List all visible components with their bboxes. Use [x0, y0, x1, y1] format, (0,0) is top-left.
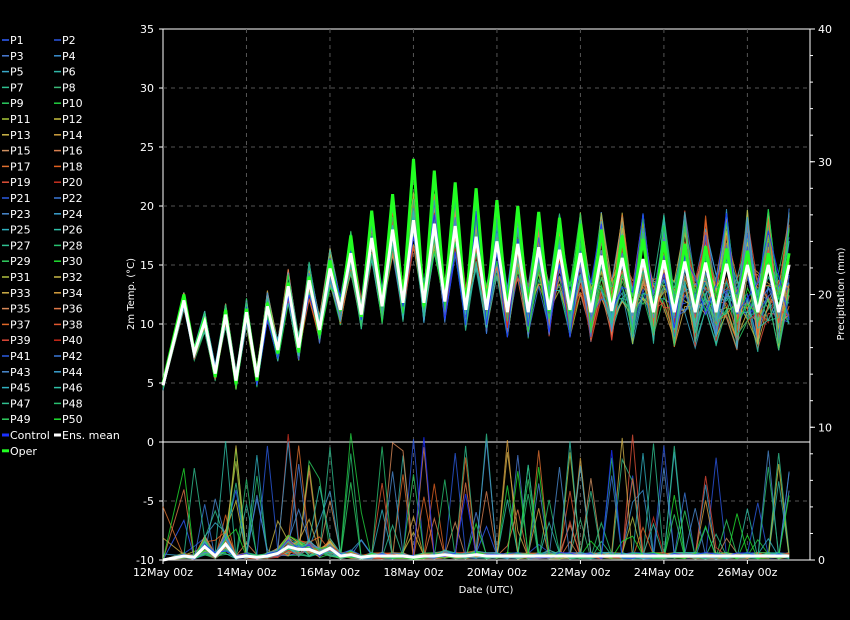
x-tick-label: 26May 00z [717, 566, 777, 579]
legend-item: P19 [10, 176, 31, 189]
legend-item: P14 [62, 129, 83, 142]
member-temp-line [162, 200, 790, 381]
y-right-tick-label: 30 [818, 156, 832, 169]
y-left-tick-label: 0 [147, 436, 154, 449]
legend-item: P30 [62, 255, 83, 268]
legend-item: P49 [10, 413, 31, 426]
y-left-tick-label: 30 [140, 82, 154, 95]
legend-item: P46 [62, 382, 83, 395]
legend-item: P22 [62, 192, 83, 205]
legend-item: P24 [62, 208, 83, 221]
legend-item: P33 [10, 287, 31, 300]
legend-item: P9 [10, 97, 24, 110]
y-right-label: Precipitation (mm) [836, 247, 847, 340]
legend-item: P36 [62, 303, 83, 316]
y-left-tick-label: -10 [136, 554, 154, 567]
footer-source: ECMWF Ensemble, 52.5N, 1.5W [120, 590, 373, 609]
legend-item: P47 [10, 397, 31, 410]
legend-item: P21 [10, 192, 31, 205]
legend-item: Oper [10, 445, 37, 458]
x-tick-label: 16May 00z [300, 566, 360, 579]
legend-item: P6 [62, 66, 76, 79]
legend-item: P25 [10, 224, 31, 237]
legend-item: P45 [10, 382, 31, 395]
legend-item: P48 [62, 397, 83, 410]
legend-item: Control [10, 429, 50, 442]
ens-mean-temp-line [161, 220, 791, 386]
legend: P1 P2 P3 P4 P5 P6 P7 P8 P9 P10 P11 P12 P13 P14 P15 P16 P… [2, 34, 120, 458]
legend-item: P44 [62, 366, 83, 379]
x-tick-label: 20May 00z [467, 566, 527, 579]
legend-item: P41 [10, 350, 31, 363]
legend-item: P16 [62, 145, 83, 158]
legend-item: P42 [62, 350, 83, 363]
legend-item: P8 [62, 81, 76, 94]
y-right-tick-label: 0 [818, 554, 825, 567]
y-left-tick-label: -5 [143, 495, 154, 508]
x-axis-label: Date (UTC) [459, 585, 514, 596]
y-left-tick-label: 5 [147, 377, 154, 390]
legend-item: P12 [62, 113, 83, 126]
legend-item: P34 [62, 287, 83, 300]
legend-item: P28 [62, 239, 83, 252]
legend-item: P31 [10, 271, 31, 284]
legend-item: P37 [10, 318, 31, 331]
y-left-tick-label: 10 [140, 318, 154, 331]
main-series [161, 158, 791, 562]
legend-item: P20 [62, 176, 83, 189]
axis-ticks: 35 30 25 20 15 10 5 0 -5 -10 40 30 20 10 0 12May 00z 14M… [133, 23, 832, 579]
legend-item: P43 [10, 366, 31, 379]
legend-item: Ens. mean [62, 429, 120, 442]
ens-mean-precip-line [162, 541, 790, 562]
x-tick-label: 24May 00z [634, 566, 694, 579]
legend-item: P32 [62, 271, 83, 284]
legend-item: P29 [10, 255, 31, 268]
legend-item: P39 [10, 334, 31, 347]
y-right-tick-label: 40 [818, 23, 832, 36]
y-right-tick-label: 20 [818, 289, 832, 302]
legend-item: P17 [10, 160, 31, 173]
legend-item: P4 [62, 50, 76, 63]
legend-item: P27 [10, 239, 31, 252]
legend-item: P35 [10, 303, 31, 316]
legend-item: P23 [10, 208, 31, 221]
legend-item: P11 [10, 113, 31, 126]
x-tick-label: 22May 00z [550, 566, 610, 579]
y-left-tick-label: 20 [140, 200, 154, 213]
legend-item: P3 [10, 50, 24, 63]
footer-site: Wetterzentrale.de [650, 590, 794, 609]
legend-item: P5 [10, 66, 24, 79]
x-tick-label: 18May 00z [383, 566, 443, 579]
legend-item: P2 [62, 34, 76, 47]
x-tick-label: 14May 00z [216, 566, 276, 579]
x-tick-label: 12May 00z [133, 566, 193, 579]
y-left-tick-label: 25 [140, 141, 154, 154]
legend-item: P7 [10, 81, 24, 94]
legend-item: P50 [62, 413, 83, 426]
y-left-tick-label: 15 [140, 259, 154, 272]
legend-item: P10 [62, 97, 83, 110]
legend-item: P13 [10, 129, 31, 142]
y-right-tick-label: 10 [818, 421, 832, 434]
legend-item: P15 [10, 145, 31, 158]
legend-item: P18 [62, 160, 83, 173]
legend-item: P26 [62, 224, 83, 237]
legend-item: P38 [62, 318, 83, 331]
legend-item: P40 [62, 334, 83, 347]
y-left-label: 2m Temp. (°C) [126, 258, 137, 330]
legend-item: P1 [10, 34, 24, 47]
chart-title: Coventry (GB) 2m Temp. & Precipitation |… [153, 2, 717, 22]
y-left-tick-label: 35 [140, 23, 154, 36]
